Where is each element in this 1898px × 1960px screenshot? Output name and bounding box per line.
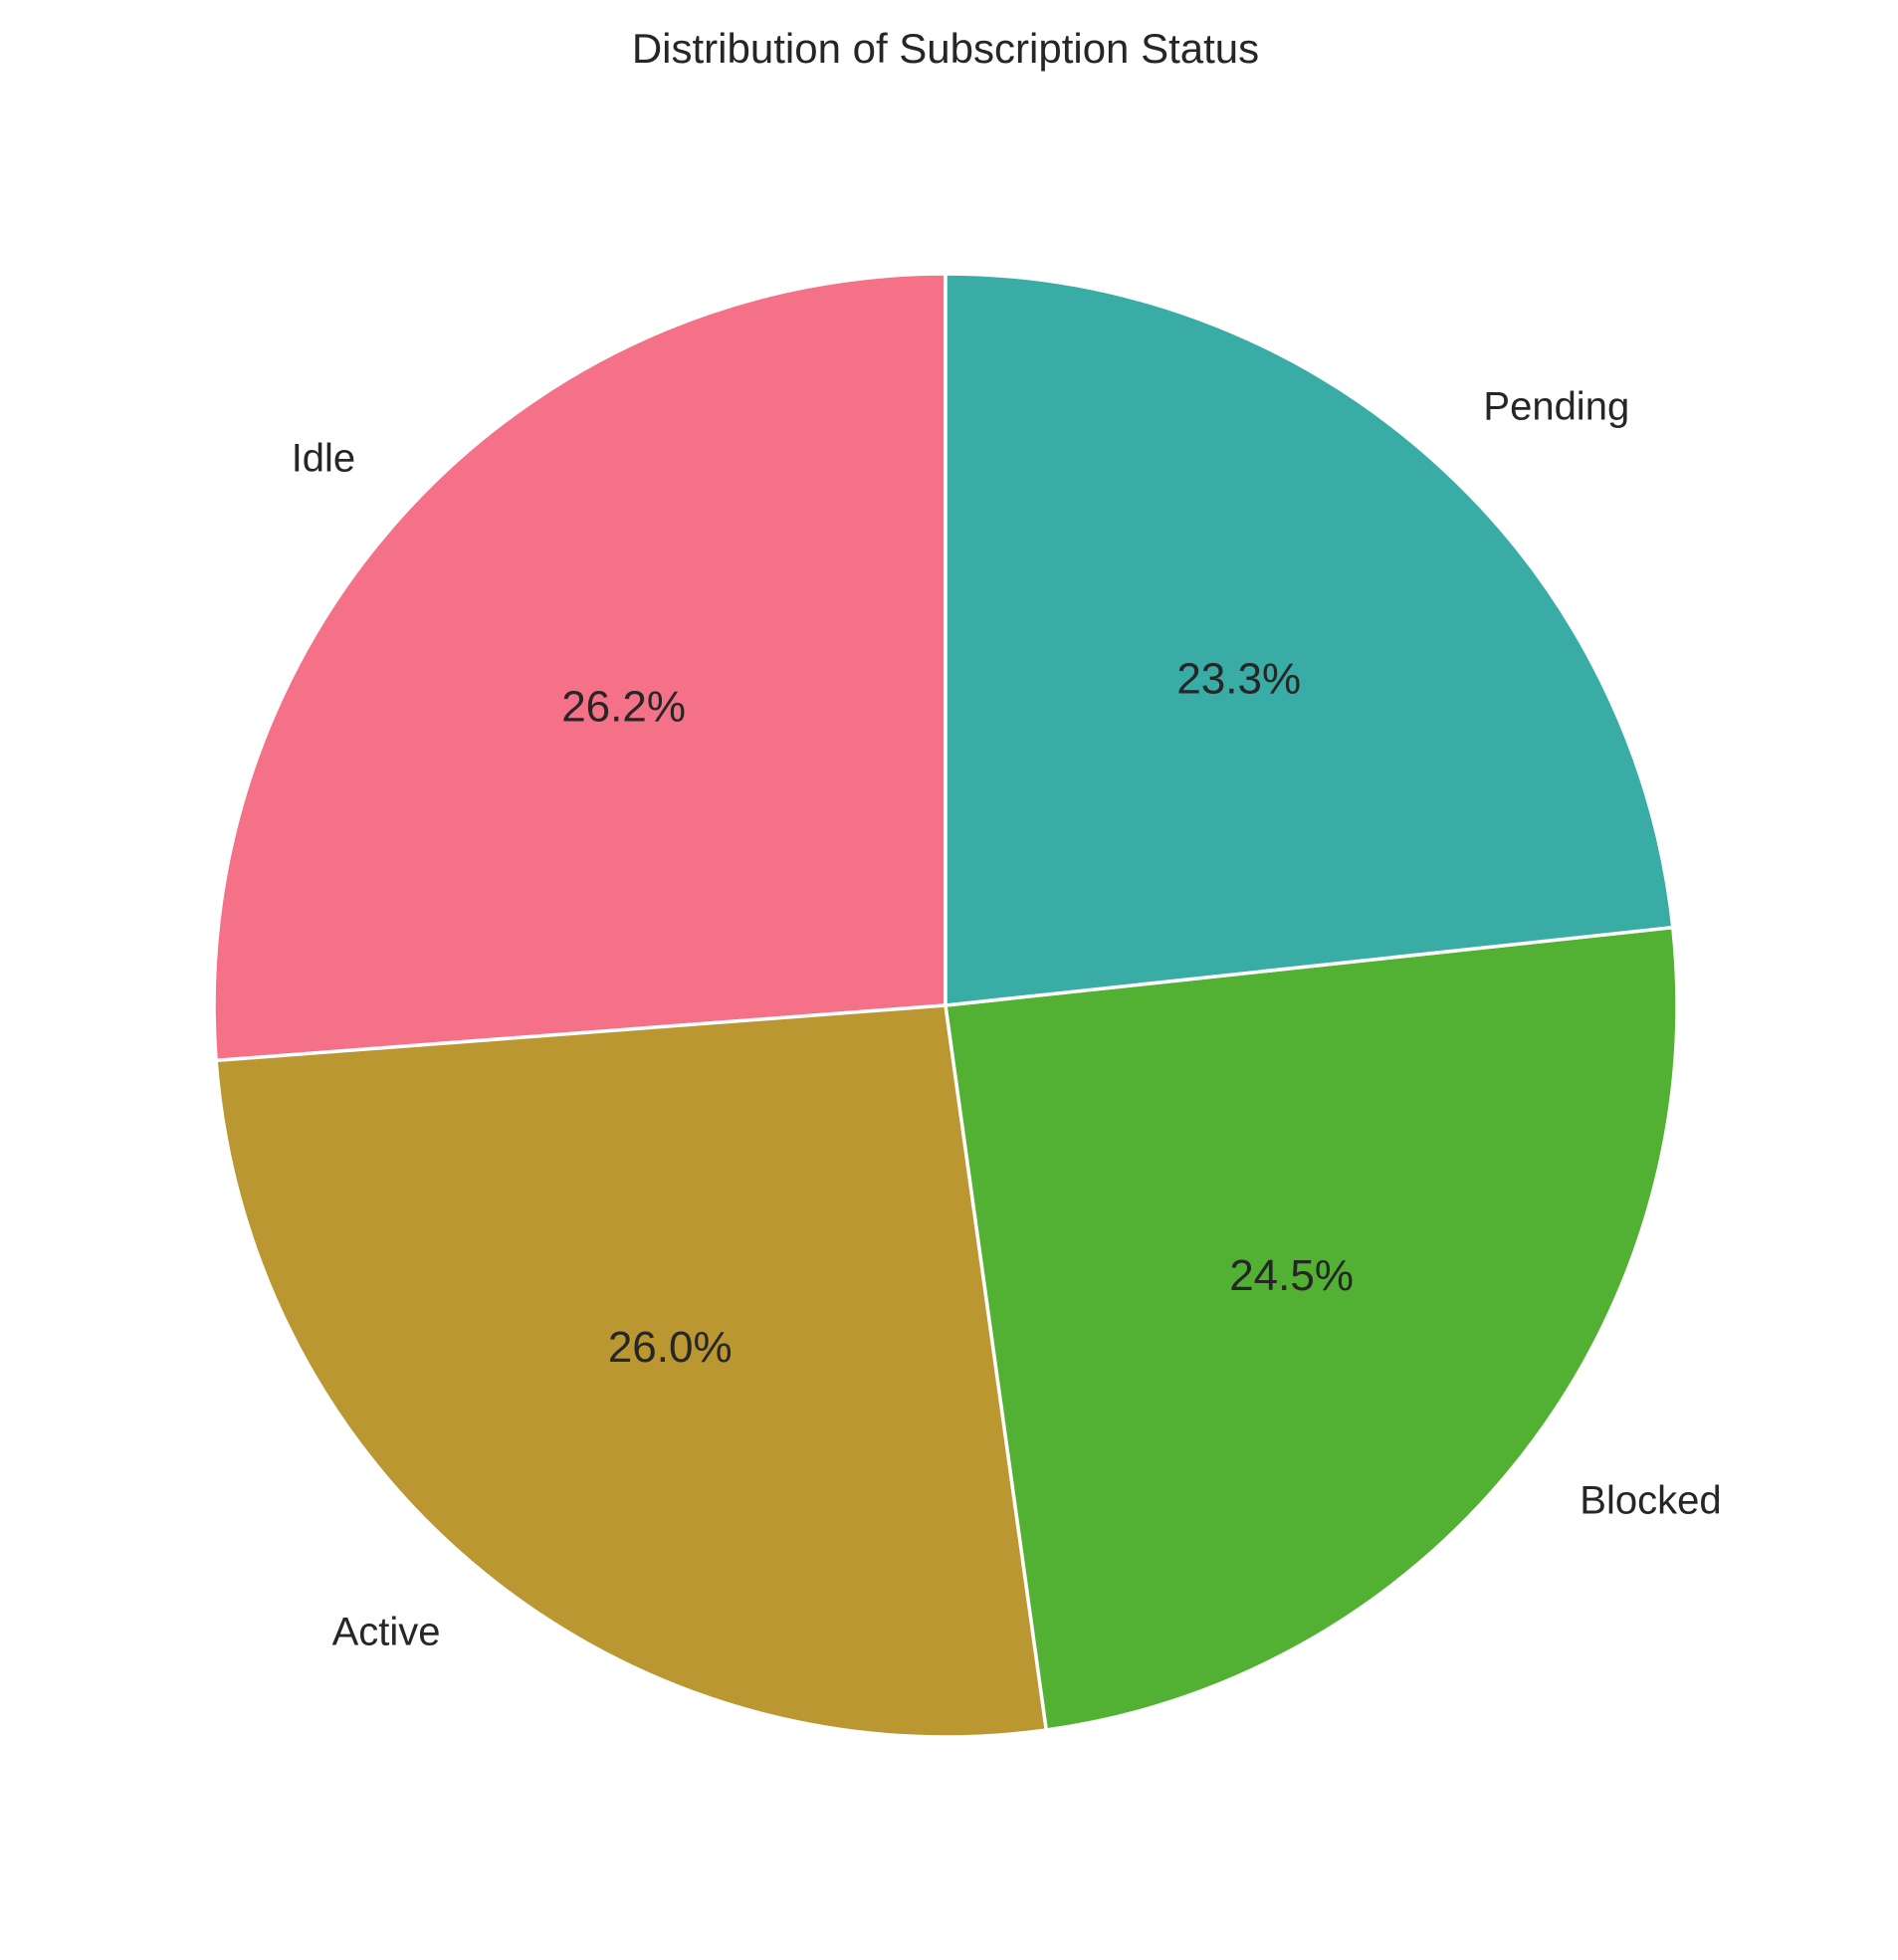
slice-percent-blocked: 24.5%: [1229, 1251, 1354, 1300]
slice-label-idle: Idle: [292, 436, 356, 480]
pie-labels: Idle 26.2% Active 26.0% Blocked 24.5% Pending 2…: [292, 385, 1722, 1654]
pie-wedges: [212, 272, 1679, 1739]
pie-slice-idle: [212, 272, 948, 1063]
slice-label-active: Active: [332, 1610, 441, 1653]
slice-label-pending: Pending: [1483, 385, 1629, 429]
pie-slice-blocked: [944, 925, 1679, 1732]
slice-percent-idle: 26.2%: [561, 683, 686, 732]
pie-slice-active: [214, 1003, 1049, 1739]
slice-percent-pending: 23.3%: [1176, 655, 1301, 704]
slice-percent-active: 26.0%: [608, 1323, 733, 1372]
slice-label-blocked: Blocked: [1580, 1479, 1721, 1523]
chart-title: Distribution of Subscription Status: [632, 25, 1259, 72]
pie-slice-pending: [944, 272, 1675, 1007]
